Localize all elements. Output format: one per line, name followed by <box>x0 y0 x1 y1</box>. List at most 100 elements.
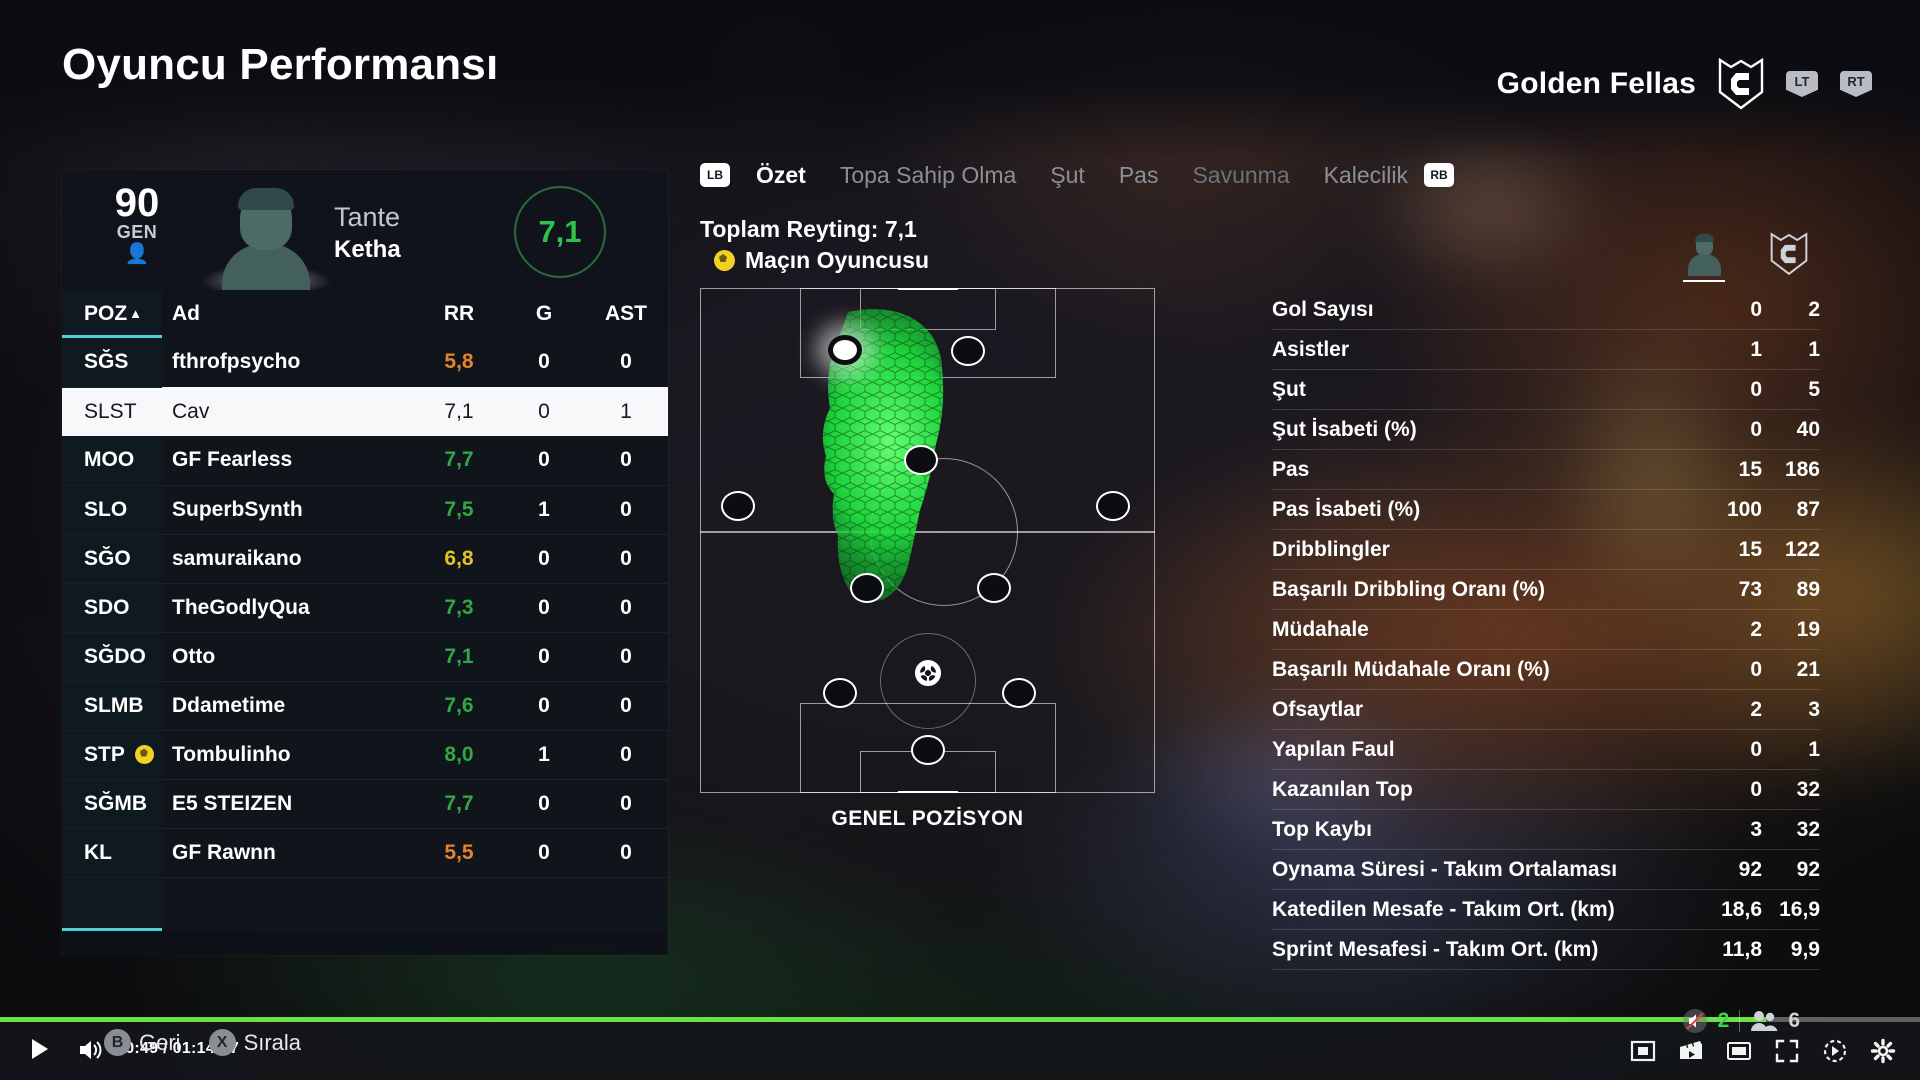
cell-rating: 7,5 <box>414 485 504 535</box>
clapperboard-icon[interactable] <box>1678 1038 1704 1064</box>
player-controls <box>1630 1022 1896 1080</box>
column-header-ast[interactable]: AST <box>584 290 668 338</box>
cell-goals: 0 <box>504 828 584 878</box>
pitch-caption: GENEL POZİSYON <box>831 807 1024 830</box>
tab-sut[interactable]: Şut <box>1050 161 1085 188</box>
team-name: Golden Fellas <box>1496 67 1696 100</box>
stat-team-value: 5 <box>1808 377 1820 401</box>
button-x-icon: X <box>208 1029 236 1056</box>
column-header-pos[interactable]: POZ ▲ <box>62 290 162 338</box>
hint-back[interactable]: B Geri <box>104 1029 181 1056</box>
hint-sort[interactable]: X Sırala <box>208 1029 301 1056</box>
tab-topa-sahip-olma[interactable]: Topa Sahip Olma <box>839 161 1017 188</box>
table-row[interactable]: SLO SuperbSynth 7,5 1 0 <box>62 485 668 535</box>
player-dot[interactable] <box>904 445 938 475</box>
cell-rating: 7,7 <box>414 436 504 486</box>
stat-team-value: 3 <box>1808 697 1820 721</box>
tab-savunma[interactable]: Savunma <box>1192 161 1290 188</box>
cell-assists: 0 <box>584 436 668 486</box>
player-dot[interactable] <box>1096 491 1130 521</box>
table-row[interactable]: SĞDO Otto 7,1 0 0 <box>62 632 668 682</box>
stat-tabs[interactable]: LB Özet Topa Sahip Olma Şut Pas Savunma … <box>700 150 1454 200</box>
football-position-marker[interactable] <box>915 660 941 686</box>
bumper-lb-button[interactable]: LB <box>700 163 730 187</box>
stat-label: Pas <box>1272 457 1310 481</box>
cell-goals: 0 <box>504 387 584 436</box>
stat-row: Şut 0 5 <box>1272 370 1820 410</box>
stat-player-value: 0 <box>1750 377 1762 401</box>
player-name: Tante <box>334 202 401 232</box>
stat-row: Katedilen Mesafe - Takım Ort. (km) 18,6 16… <box>1272 890 1820 930</box>
table-row[interactable]: MOO GF Fearless 7,7 0 0 <box>62 436 668 486</box>
cell-goals: 1 <box>504 730 584 780</box>
stat-label: Şut <box>1272 377 1306 401</box>
cell-rating: 7,6 <box>414 681 504 731</box>
play-button[interactable] <box>32 1039 48 1059</box>
stat-team-value: 32 <box>1796 777 1820 801</box>
column-header-rr[interactable]: RR <box>414 290 504 338</box>
squad-table[interactable]: POZ ▲ Ad RR G AST SĞS fthrofpsycho 5,8 0 0 SLS… <box>62 290 668 931</box>
stat-label: Sprint Mesafesi - Takım Ort. (km) <box>1272 937 1599 961</box>
tab-pas[interactable]: Pas <box>1118 161 1159 188</box>
tab-ozet[interactable]: Özet <box>756 161 806 188</box>
trigger-lt-button[interactable]: LT <box>1786 71 1818 97</box>
player-dot[interactable] <box>911 735 945 765</box>
column-header-g[interactable]: G <box>504 290 584 338</box>
stat-label: Gol Sayısı <box>1272 297 1374 321</box>
table-row[interactable]: KL GF Rawnn 5,5 0 0 <box>62 828 668 878</box>
stat-team-value: 32 <box>1796 817 1820 841</box>
viewers-icon <box>1751 1011 1778 1031</box>
stat-label: Müdahale <box>1272 617 1369 641</box>
stat-player-value: 0 <box>1750 777 1762 801</box>
stat-player-value: 0 <box>1750 297 1762 321</box>
table-row[interactable]: SĞMB E5 STEIZEN 7,7 0 0 <box>62 779 668 829</box>
cell-position: SLO <box>62 485 162 535</box>
cell-assists: 0 <box>584 338 668 388</box>
mute-icon[interactable] <box>1682 1008 1708 1034</box>
stat-player-value: 0 <box>1750 737 1762 761</box>
motm-label: Maçın Oyuncusu <box>745 247 930 273</box>
bumper-rb-button[interactable]: RB <box>1424 163 1454 187</box>
trigger-rt-button[interactable]: RT <box>1840 71 1872 97</box>
stat-label: Asistler <box>1272 337 1350 361</box>
stat-row: Yapılan Faul 0 1 <box>1272 730 1820 770</box>
stat-label: Top Kaybı <box>1272 817 1372 841</box>
video-player-bar: 20:49 / 01:14:17 <box>0 1022 1920 1080</box>
table-row[interactable]: SĞO samuraikano 6,8 0 0 <box>62 534 668 584</box>
cell-goals: 1 <box>504 485 584 535</box>
cell-assists: 0 <box>584 632 668 682</box>
player-dot[interactable] <box>951 336 985 366</box>
table-row[interactable]: SLST Cav 7,1 0 1 <box>62 387 668 436</box>
stat-label: Kazanılan Top <box>1272 777 1413 801</box>
picture-in-picture-icon[interactable] <box>1726 1038 1752 1064</box>
table-row[interactable]: STP Tombulinho 8,0 1 0 <box>62 730 668 780</box>
total-rating-label: Toplam Reyting: 7,1 <box>700 216 917 242</box>
player-dot[interactable] <box>850 573 884 603</box>
stat-player-value: 15 <box>1738 457 1762 481</box>
stat-row: Pas 15 186 <box>1272 450 1820 490</box>
replay-icon[interactable] <box>1822 1038 1848 1064</box>
stat-label: Katedilen Mesafe - Takım Ort. (km) <box>1272 897 1615 921</box>
gear-icon[interactable] <box>1870 1038 1896 1064</box>
stop-record-icon[interactable] <box>1630 1038 1656 1064</box>
cell-position: SĞO <box>62 534 162 584</box>
cell-goals: 0 <box>504 338 584 388</box>
stat-team-value: 19 <box>1796 617 1820 641</box>
volume-icon[interactable] <box>78 1038 104 1062</box>
column-header-name[interactable]: Ad <box>162 290 414 338</box>
player-dot-selected[interactable] <box>828 335 862 365</box>
stat-player-value: 2 <box>1750 697 1762 721</box>
tab-kalecilik[interactable]: Kalecilik <box>1323 161 1408 188</box>
table-row[interactable]: SLMB Ddametime 7,6 0 0 <box>62 681 668 731</box>
fullscreen-icon[interactable] <box>1774 1038 1800 1064</box>
video-progress-bar[interactable] <box>0 1017 1920 1022</box>
stat-team-value: 186 <box>1784 457 1820 481</box>
table-row[interactable]: SDO TheGodlyQua 7,3 0 0 <box>62 583 668 633</box>
player-dot[interactable] <box>823 678 857 708</box>
page-header: Oyuncu Performansı Golden Fellas LT RT <box>0 0 1920 160</box>
table-row[interactable]: SĞS fthrofpsycho 5,8 0 0 <box>62 338 668 388</box>
player-dot[interactable] <box>977 573 1011 603</box>
player-dot[interactable] <box>1002 678 1036 708</box>
stat-label: Başarılı Müdahale Oranı (%) <box>1272 657 1550 681</box>
player-dot[interactable] <box>721 491 755 521</box>
